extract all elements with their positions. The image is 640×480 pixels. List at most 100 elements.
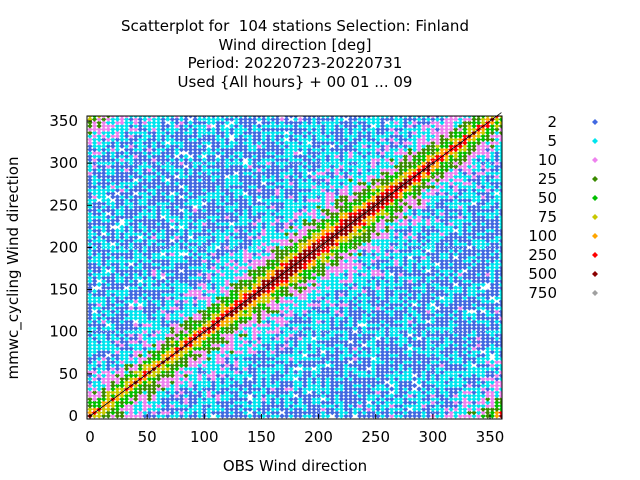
density-cell bbox=[87, 302, 93, 308]
density-cell bbox=[256, 413, 262, 419]
density-cell bbox=[128, 288, 134, 294]
density-cell bbox=[183, 302, 189, 308]
density-cell bbox=[247, 130, 253, 136]
density-cell bbox=[265, 295, 271, 301]
density-cell bbox=[233, 258, 239, 264]
density-cell bbox=[133, 406, 139, 412]
density-cell bbox=[224, 140, 230, 146]
density-cell bbox=[169, 177, 175, 183]
density-cell bbox=[110, 335, 116, 342]
density-cell bbox=[174, 227, 180, 234]
density-cell bbox=[233, 130, 239, 136]
density-cell bbox=[91, 258, 98, 264]
density-cell bbox=[101, 147, 107, 153]
density-cell bbox=[169, 403, 175, 409]
density-cell bbox=[155, 224, 162, 230]
density-cell bbox=[119, 322, 125, 328]
density-cell bbox=[210, 315, 217, 321]
density-cell bbox=[114, 379, 121, 385]
density-cell bbox=[155, 356, 162, 362]
density-cell bbox=[251, 217, 258, 224]
density-cell bbox=[251, 265, 258, 271]
density-cell bbox=[251, 356, 258, 362]
density-cell bbox=[105, 403, 111, 409]
density-cell bbox=[114, 187, 121, 193]
density-cell bbox=[151, 150, 157, 156]
density-cell bbox=[142, 379, 148, 385]
density-cell bbox=[215, 410, 221, 416]
density-cell bbox=[123, 369, 130, 375]
density-cell bbox=[238, 147, 244, 153]
density-cell bbox=[142, 261, 148, 267]
density-cell bbox=[197, 201, 203, 207]
density-cell bbox=[165, 366, 171, 372]
density-cell bbox=[183, 322, 189, 328]
density-cell bbox=[270, 342, 276, 348]
density-cell bbox=[151, 295, 157, 301]
density-cell bbox=[137, 295, 143, 301]
density-cell bbox=[183, 133, 189, 139]
density-cell bbox=[119, 369, 125, 375]
density-cell bbox=[128, 403, 134, 409]
density-cell bbox=[96, 332, 102, 338]
density-cell bbox=[146, 153, 153, 159]
density-cell bbox=[187, 332, 194, 338]
density-cell bbox=[197, 248, 203, 254]
density-cell bbox=[146, 244, 153, 251]
density-cell bbox=[178, 278, 185, 284]
density-cell bbox=[215, 217, 221, 224]
density-cell bbox=[123, 238, 130, 244]
density-cell bbox=[110, 157, 116, 163]
density-cell bbox=[169, 197, 175, 203]
density-cell bbox=[87, 268, 93, 274]
density-cell bbox=[229, 335, 235, 342]
density-cell bbox=[101, 251, 107, 257]
density-cell bbox=[128, 345, 134, 352]
density-cell bbox=[123, 190, 130, 197]
density-cell bbox=[219, 406, 226, 412]
density-cell bbox=[174, 413, 180, 419]
density-cell bbox=[238, 288, 244, 294]
density-cell bbox=[206, 217, 212, 224]
density-cell bbox=[197, 140, 203, 146]
density-cell bbox=[261, 184, 267, 190]
density-cell bbox=[160, 366, 166, 372]
density-cell bbox=[265, 396, 271, 402]
density-cell bbox=[110, 130, 116, 136]
density-cell bbox=[206, 123, 212, 129]
density-cell bbox=[119, 379, 125, 385]
density-cell bbox=[187, 379, 194, 385]
density-cell bbox=[114, 174, 121, 180]
density-cell bbox=[119, 160, 125, 166]
density-cell bbox=[142, 366, 148, 372]
density-cell bbox=[146, 147, 153, 153]
density-cell bbox=[270, 248, 276, 254]
density-cell bbox=[114, 362, 121, 369]
density-cell bbox=[146, 160, 153, 166]
density-cell bbox=[174, 163, 180, 170]
density-cell bbox=[215, 207, 221, 213]
density-cell bbox=[238, 150, 244, 156]
density-cell bbox=[215, 376, 221, 382]
density-cell bbox=[165, 352, 171, 358]
density-cell bbox=[165, 288, 171, 294]
density-cell bbox=[229, 389, 235, 395]
density-cell bbox=[123, 136, 130, 143]
density-cell bbox=[160, 322, 166, 328]
density-cell bbox=[233, 177, 239, 183]
density-cell bbox=[261, 372, 267, 379]
density-cell bbox=[91, 302, 98, 308]
density-cell bbox=[114, 214, 121, 220]
density-cell bbox=[123, 288, 130, 294]
density-cell bbox=[192, 308, 198, 315]
density-cell bbox=[91, 268, 98, 274]
density-cell bbox=[105, 227, 111, 234]
density-cell bbox=[270, 288, 276, 294]
density-cell bbox=[256, 281, 262, 288]
density-cell bbox=[233, 265, 239, 271]
density-cell bbox=[238, 285, 244, 291]
density-cell bbox=[101, 136, 107, 143]
density-cell bbox=[197, 130, 203, 136]
density-cell bbox=[247, 201, 253, 207]
density-cell bbox=[123, 342, 130, 348]
